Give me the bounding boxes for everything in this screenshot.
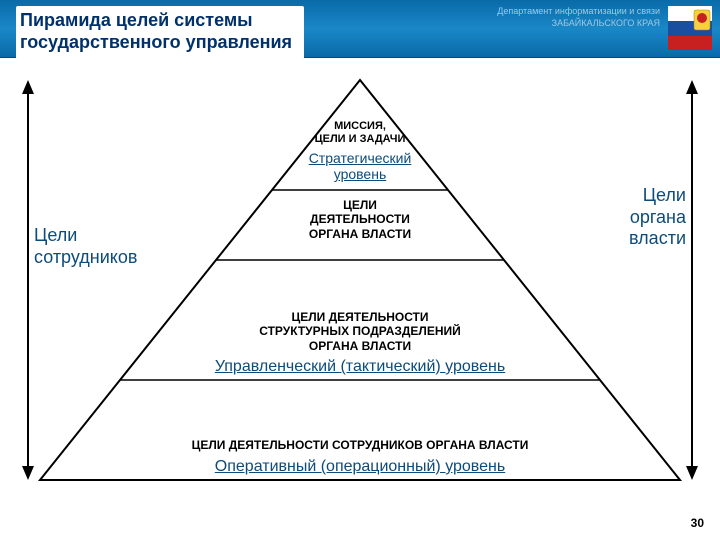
diagram-content: Целисотрудников Целиорганавласти МИССИЯ,… [0, 60, 720, 540]
department-label: Департамент информатизации и связи ЗАБАЙ… [497, 6, 660, 29]
level-1-mission: МИССИЯ,ЦЕЛИ И ЗАДАЧИ [0, 120, 720, 145]
level-4-employee-goals: ЦЕЛИ ДЕЯТЕЛЬНОСТИ СОТРУДНИКОВ ОРГАНА ВЛА… [0, 438, 720, 452]
slide-title-box: Пирамида целей системы государственного … [16, 6, 304, 59]
title-line2: государственного управления [20, 32, 292, 52]
slide-title: Пирамида целей системы государственного … [20, 10, 292, 53]
level-1-strategic: Стратегическийуровень [0, 150, 720, 182]
dept-line2: ЗАБАЙКАЛЬСКОГО КРАЯ [497, 18, 660, 30]
dept-line1: Департамент информатизации и связи [497, 6, 660, 18]
level-3-tactical: Управленческий (тактический) уровень [0, 358, 720, 376]
title-line1: Пирамида целей системы [20, 10, 253, 30]
emblem-icon [668, 6, 712, 50]
arrow-left-head-up [22, 80, 34, 94]
level-4-operational: Оперативный (операционный) уровень [0, 458, 720, 476]
level-2-authority-goals: ЦЕЛИДЕЯТЕЛЬНОСТИОРГАНА ВЛАСТИ [0, 198, 720, 241]
page-number: 30 [691, 516, 704, 530]
level-3-subdivision-goals: ЦЕЛИ ДЕЯТЕЛЬНОСТИСТРУКТУРНЫХ ПОДРАЗДЕЛЕН… [0, 310, 720, 353]
arrow-right-head-up [686, 80, 698, 94]
